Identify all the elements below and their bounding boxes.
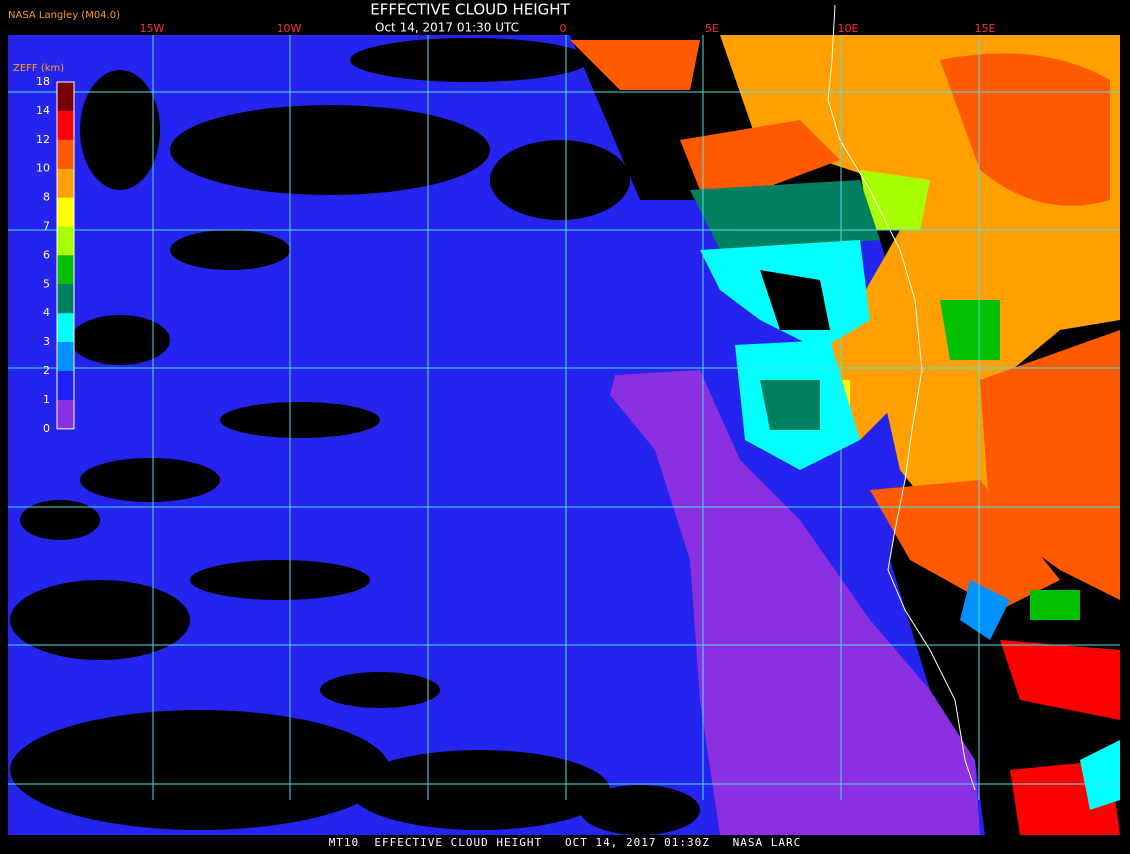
clear-sky: [10, 38, 700, 835]
longitude-label: 10E: [838, 22, 859, 35]
legend-tick-label: 3: [43, 335, 50, 348]
legend-tick-label: 7: [43, 220, 50, 233]
legend-tick-label: 10: [36, 162, 50, 175]
graticule: [8, 35, 1120, 800]
legend-frame: [56, 81, 75, 430]
legend-swatch: [57, 110, 74, 140]
legend-tick-label: 12: [36, 133, 50, 146]
legend-tick-label: 14: [36, 104, 50, 117]
coastline: [827, 4, 976, 791]
legend-title: ZEFF (km): [13, 63, 64, 74]
longitude-label: 5E: [705, 22, 719, 35]
image-timestamp: Oct 14, 2017 01:30 UTC: [375, 21, 519, 35]
legend-swatch: [57, 139, 74, 169]
legend-swatch: [57, 197, 74, 227]
legend-tick-label: 2: [43, 364, 50, 377]
legend-tick-label: 18: [36, 75, 50, 88]
legend-swatch: [57, 226, 74, 256]
legend-swatch: [57, 399, 74, 429]
legend-tick-label: 6: [43, 248, 50, 261]
legend-swatch: [57, 82, 74, 111]
longitude-label: 15W: [140, 22, 165, 35]
longitude-label: 10W: [277, 22, 302, 35]
footer: MT10 EFFECTIVE CLOUD HEIGHT OCT 14, 2017…: [329, 836, 802, 849]
longitude-labels: 15W 10W 0 5E 10E 15E: [140, 22, 996, 35]
legend-swatch: [57, 284, 74, 314]
longitude-label: 15E: [975, 22, 996, 35]
imagery: [8, 4, 1120, 835]
legend-swatch: [57, 255, 74, 285]
legend-tick-label: 0: [43, 422, 50, 435]
source-label: NASA Langley (M04.0): [8, 10, 120, 21]
legend-swatch: [57, 371, 74, 400]
legend-swatch: [57, 168, 74, 198]
longitude-label: 0: [560, 22, 567, 35]
image-title: EFFECTIVE CLOUD HEIGHT: [370, 1, 570, 19]
legend-tick-label: 4: [43, 306, 50, 319]
legend-tick-label: 8: [43, 191, 50, 204]
legend-tick-label: 1: [43, 393, 50, 406]
legend-tick-label: 5: [43, 277, 50, 290]
high-cloud: [570, 35, 1120, 835]
legend-swatch: [57, 313, 74, 343]
legend-swatch: [57, 342, 74, 371]
